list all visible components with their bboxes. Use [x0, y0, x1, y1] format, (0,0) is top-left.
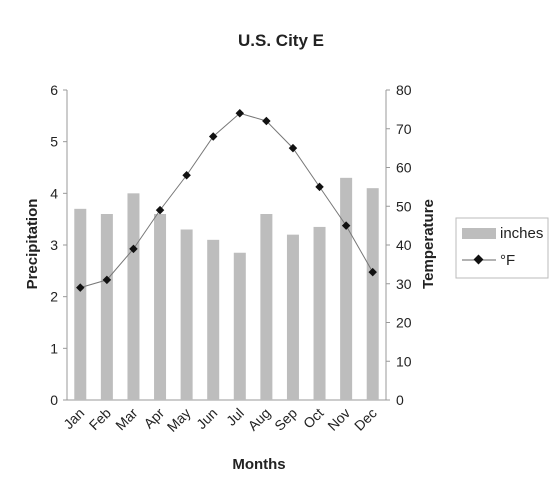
temperature-point-jan — [76, 283, 85, 292]
bar-apr — [154, 214, 167, 400]
bar-jan — [74, 208, 87, 400]
x-tick-label: Apr — [140, 405, 167, 432]
x-tick-label: Dec — [351, 405, 380, 434]
bar-mar — [127, 193, 140, 400]
x-tick-label: Jan — [60, 405, 87, 432]
x-tick-label: Jun — [193, 405, 220, 432]
legend-label-inches: inches — [500, 225, 543, 242]
x-tick-label: Feb — [86, 405, 115, 434]
y2-axis-title: Temperature — [420, 199, 437, 289]
temperature-point-may — [182, 171, 191, 180]
y2-tick-label: 30 — [396, 276, 412, 292]
temperature-line — [80, 112, 374, 289]
legend-label-temperature: °F — [500, 252, 515, 269]
y2-tick-label: 60 — [396, 160, 412, 176]
bar-feb — [100, 214, 113, 400]
y2-tick-label: 10 — [396, 353, 412, 369]
temperature-point-aug — [262, 116, 271, 126]
x-tick-label: Sep — [271, 405, 300, 434]
temperature-point-oct — [315, 182, 324, 192]
x-tick-label: Aug — [245, 405, 274, 434]
temperature-point-nov — [341, 221, 351, 230]
y2-tick-label: 80 — [396, 82, 412, 98]
x-tick-label: May — [164, 405, 194, 435]
legend-box — [455, 217, 549, 279]
temperature-point-jun — [208, 132, 218, 141]
bar-jul — [233, 252, 246, 400]
y-axis-title: Precipitation — [24, 199, 41, 290]
temperature-point-jul — [235, 109, 245, 118]
y-tick-label: 1 — [50, 340, 58, 356]
temperature-point-sep — [288, 143, 298, 153]
bar-aug — [260, 214, 273, 400]
x-tick-label: Jul — [223, 405, 247, 429]
legend-swatch-inches — [462, 228, 496, 239]
y2-tick-label: 50 — [396, 198, 412, 214]
y-tick-label: 6 — [50, 82, 58, 98]
temperature-point-apr — [155, 205, 165, 215]
bar-dec — [366, 188, 379, 400]
y-tick-label: 5 — [50, 134, 58, 150]
legend: inches °F — [455, 217, 549, 279]
chart-title: U.S. City E — [238, 31, 324, 50]
y-tick-label: 2 — [50, 289, 58, 305]
x-tick-label: Oct — [300, 405, 327, 432]
x-axis-title: Months — [232, 456, 285, 473]
y2-tick-label: 20 — [396, 315, 412, 331]
bar-may — [180, 229, 193, 400]
temperature-point-mar — [129, 244, 138, 254]
y2-tick-label: 40 — [396, 237, 412, 253]
x-tick-label: Nov — [324, 405, 353, 434]
bar-oct — [313, 226, 326, 400]
bar-sep — [286, 234, 299, 400]
y-tick-label: 3 — [50, 237, 58, 253]
y2-tick-label: 0 — [396, 392, 404, 408]
y2-tick-label: 70 — [396, 121, 412, 137]
y-tick-label: 4 — [50, 185, 58, 201]
temperature-point-feb — [102, 275, 112, 285]
temperature-point-dec — [368, 267, 377, 277]
bar-nov — [340, 177, 353, 400]
bar-jun — [207, 239, 220, 400]
y-tick-label: 0 — [50, 392, 58, 408]
x-tick-label: Mar — [112, 405, 141, 434]
